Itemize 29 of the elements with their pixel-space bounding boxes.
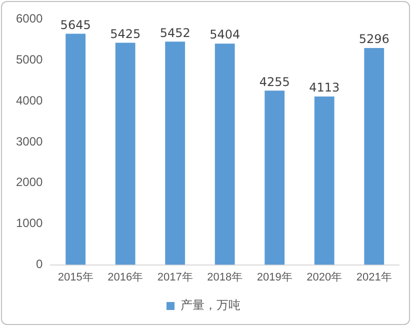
- data-label: 5645: [60, 18, 91, 32]
- x-tick-label: 2018年: [207, 271, 243, 284]
- bar: [314, 96, 334, 265]
- bar: [214, 44, 235, 265]
- y-tick-label: 0: [36, 257, 44, 272]
- data-label: 5425: [110, 26, 141, 41]
- bar: [66, 34, 86, 265]
- bar: [364, 48, 384, 265]
- x-tick-label: 2017年: [157, 271, 193, 284]
- y-tick-label: 4000: [16, 93, 44, 108]
- data-label: 5404: [210, 28, 240, 42]
- x-tick-label: 2015年: [58, 271, 94, 284]
- x-tick-label: 2020年: [306, 271, 342, 284]
- bar: [165, 42, 186, 265]
- y-tick-label: 6000: [16, 12, 44, 26]
- x-tick-label: 2021年: [356, 271, 392, 284]
- data-label: 4113: [309, 80, 340, 95]
- bar: [115, 42, 136, 265]
- legend-label: 产量，万吨: [180, 298, 240, 312]
- y-tick-label: 2000: [16, 175, 44, 190]
- y-tick-label: 3000: [16, 134, 44, 148]
- x-tick-label: 2019年: [256, 271, 292, 284]
- data-label: 5296: [358, 32, 390, 46]
- y-tick-label: 5000: [16, 52, 44, 66]
- bar: [264, 90, 285, 265]
- data-label: 4255: [259, 74, 290, 89]
- y-tick-label: 1000: [16, 216, 44, 230]
- data-label: 5452: [160, 26, 190, 40]
- x-tick-label: 2016年: [108, 271, 144, 284]
